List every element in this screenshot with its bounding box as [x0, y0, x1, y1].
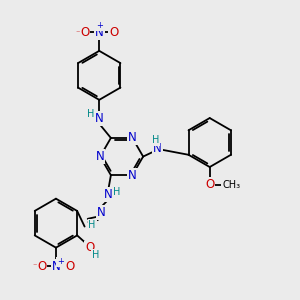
Text: O: O	[205, 178, 214, 191]
Text: H: H	[88, 220, 96, 230]
Text: ⁻: ⁻	[76, 28, 80, 37]
Text: O: O	[109, 26, 118, 39]
Text: N: N	[128, 169, 137, 182]
Text: N: N	[95, 26, 103, 39]
Text: H: H	[92, 250, 99, 260]
Text: H: H	[152, 135, 160, 145]
Text: H: H	[113, 187, 121, 196]
Text: O: O	[66, 260, 75, 273]
Text: O: O	[80, 26, 89, 39]
Text: O: O	[37, 260, 46, 273]
Text: O: O	[85, 242, 94, 254]
Text: N: N	[97, 206, 105, 219]
Text: N: N	[128, 131, 137, 144]
Text: N: N	[153, 142, 162, 155]
Text: H: H	[87, 109, 94, 119]
Text: N: N	[104, 188, 113, 201]
Text: +: +	[57, 257, 64, 266]
Text: N: N	[52, 260, 60, 273]
Text: N: N	[95, 112, 103, 125]
Text: CH₃: CH₃	[222, 180, 240, 190]
Text: +: +	[96, 21, 103, 30]
Text: ⁻: ⁻	[32, 262, 37, 271]
Text: N: N	[96, 150, 104, 163]
